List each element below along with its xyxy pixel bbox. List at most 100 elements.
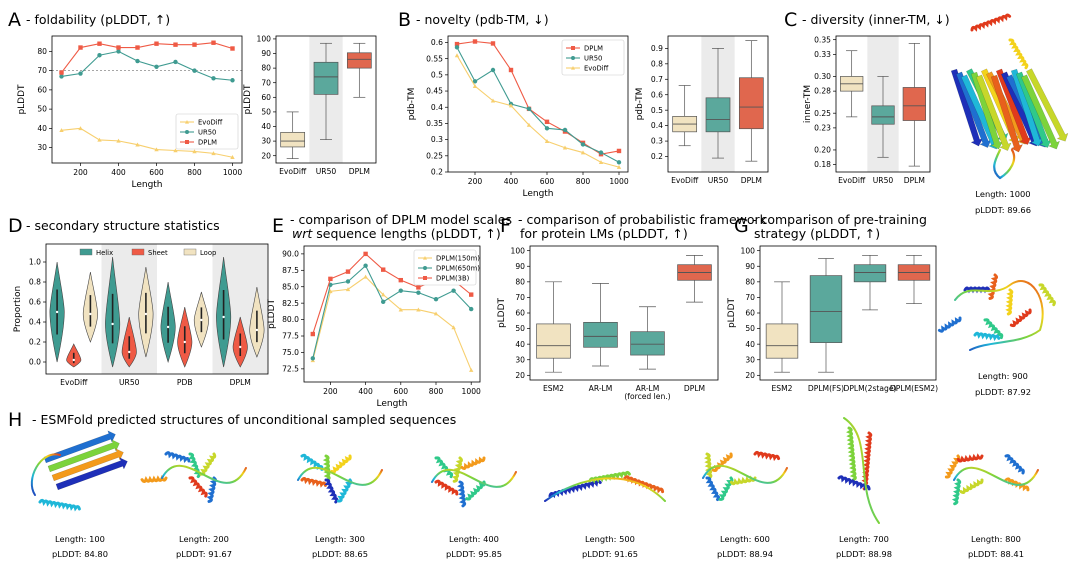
y-tick-label: 0.28 — [814, 87, 831, 96]
protein-sheet — [955, 71, 992, 148]
x-tick-label: 800 — [429, 387, 444, 396]
legend-swatch — [79, 248, 93, 256]
data-point — [78, 45, 83, 50]
box — [536, 323, 571, 359]
protein-helix — [164, 451, 191, 464]
y-tick-label: 70 — [745, 293, 755, 302]
y-tick-label: 0.30 — [814, 72, 831, 81]
y-tick-label: 0.6 — [431, 38, 443, 47]
y-tick-label: 0.5 — [651, 106, 663, 115]
violin-median — [200, 318, 203, 322]
structure-plddt-label: pLDDT: 87.92 — [975, 387, 1031, 397]
protein-ribbon — [954, 280, 1044, 351]
y-axis-label: pLDDT — [497, 297, 507, 328]
y-tick-label: 0.33 — [814, 50, 831, 59]
x-tick-label: DPLM(FS) — [808, 384, 844, 393]
series-line — [456, 47, 620, 163]
data-point — [59, 128, 64, 133]
data-point — [469, 367, 474, 372]
protein-helix — [718, 476, 734, 501]
protein-helix — [38, 498, 81, 512]
data-point — [154, 41, 159, 46]
y-tick-label: 0.2 — [651, 152, 663, 161]
y-tick-label: 0.20 — [814, 146, 831, 155]
data-point — [490, 41, 496, 46]
data-point — [135, 58, 140, 64]
protein-ribbon — [843, 417, 880, 524]
y-tick-label: 72.5 — [282, 364, 299, 373]
data-point — [345, 269, 351, 274]
y-axis-label: pLDDT — [243, 84, 253, 115]
y-tick-label: 0.6 — [29, 298, 41, 307]
sheet-arrow — [1020, 74, 1060, 150]
data-point — [381, 267, 386, 272]
data-point — [345, 287, 351, 292]
y-tick-label: 60 — [515, 309, 525, 318]
panel-letter-A: A — [8, 9, 21, 31]
violin-median — [166, 325, 170, 329]
protein-helix — [973, 331, 1001, 342]
legend-box — [175, 113, 239, 150]
x-tick-label: UR50 — [873, 176, 894, 185]
helix-coil — [206, 476, 218, 503]
helix-coil — [623, 475, 665, 494]
chart-E-line: 72.5 75.0 77.5 80.0 82.5 85.0 87.5 90.0 200 400 60… — [267, 245, 481, 409]
helix-coil — [944, 454, 961, 479]
protein-helix — [1005, 288, 1014, 316]
helix-coil — [705, 476, 721, 502]
y-tick-label: 0.9 — [651, 44, 663, 53]
y-tick-label: 0.23 — [814, 123, 831, 132]
protein-sheet — [51, 448, 124, 482]
axes-frame — [303, 245, 481, 383]
series-line — [61, 127, 233, 158]
data-point — [433, 297, 439, 302]
helix-coil — [300, 477, 327, 488]
data-point — [544, 126, 550, 131]
axes-frame — [835, 35, 931, 173]
panel-title-D: - secondary structure statistics — [26, 218, 220, 233]
axes-frame — [51, 35, 243, 164]
chart-D-violin: EvoDiff UR50 PDB DPLM 0.0 0.2 0.4 0.6 0.8 1.0 Prop… — [13, 243, 269, 387]
violin-median — [128, 350, 131, 354]
series-line — [61, 42, 233, 73]
legend-swatch — [183, 248, 197, 256]
panel-title-E-line1: - comparison of DPLM model scales — [290, 212, 512, 227]
helix-coil — [1009, 308, 1032, 328]
protein-helix — [846, 426, 857, 482]
y-tick-label: 20 — [261, 151, 271, 160]
data-point — [345, 279, 351, 284]
protein-helix — [457, 480, 467, 508]
data-point — [192, 42, 197, 47]
helix-coil — [322, 454, 331, 482]
data-point — [59, 74, 64, 79]
legend-label: DPLM — [584, 44, 603, 52]
y-tick-label: 0.18 — [814, 160, 831, 169]
protein-sheet — [47, 439, 120, 473]
protein-sheet — [990, 74, 1023, 153]
legend-box — [561, 39, 625, 76]
panel-G-title: G - comparison of pre-training strategy … — [734, 212, 927, 241]
data-point — [185, 130, 189, 134]
y-tick-label: 40 — [261, 122, 271, 131]
box — [583, 321, 618, 348]
x-tick-label: DPLM — [684, 384, 705, 393]
box — [738, 77, 764, 130]
x-tick-label: 400 — [504, 177, 519, 186]
structure-length-label: Length: 800 — [971, 534, 1021, 544]
protein-helix — [987, 273, 999, 300]
y-tick-label: 30 — [745, 355, 755, 364]
panel-title-E-line2: wrt sequence lengths (pLDDT, ↑) — [292, 226, 501, 241]
data-point — [97, 41, 102, 46]
panel-H-title: H - ESMFold predicted structures of unco… — [8, 409, 456, 431]
y-tick-label: 1.0 — [29, 258, 41, 267]
y-tick-label: 50 — [515, 324, 525, 333]
protein-helix — [959, 478, 984, 495]
y-axis-label: pLDDT — [267, 298, 277, 329]
helix-coil — [336, 478, 353, 503]
y-tick-label: 75.0 — [282, 348, 299, 357]
data-point — [116, 138, 121, 143]
data-point — [433, 311, 439, 316]
panel-letter-F: F — [500, 215, 511, 237]
protein-helix — [937, 316, 962, 333]
sheet-arrow — [970, 71, 1003, 150]
